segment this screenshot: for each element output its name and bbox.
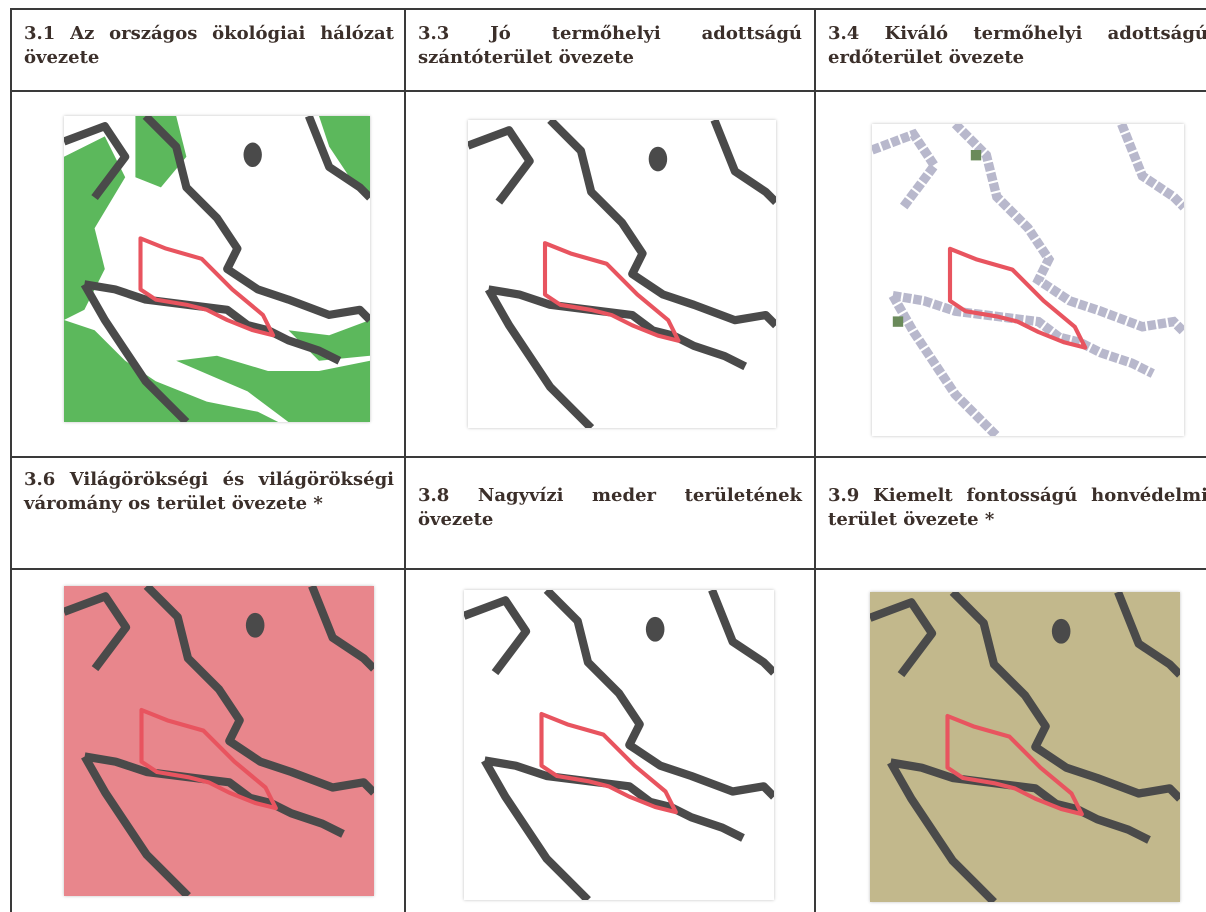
table-border-top: [10, 8, 1206, 10]
caption-3-9: 3.9 Kiemelt fontosságú honvédelmi terüle…: [828, 485, 1206, 530]
caption-3-6: 3.6 Világörökségi és világörökségi várom…: [24, 469, 394, 514]
zone-table: 3.1 Az országos ökológiai hálózat övezet…: [10, 8, 1206, 912]
map-3-4: [872, 124, 1184, 436]
map-3-6: [64, 586, 374, 896]
caption-3-8: 3.8 Nagyvízi meder területének övezete: [418, 485, 802, 530]
caption-3-1: 3.1 Az országos ökológiai hálózat övezet…: [24, 23, 394, 68]
map-3-4-svg: [872, 124, 1184, 436]
caption-3-4: 3.4 Kiváló termőhelyi adottságú erdőterü…: [828, 23, 1206, 68]
map-3-8-svg: [464, 590, 774, 900]
table-divider-2: [814, 8, 816, 912]
table-row-divider-3: [10, 568, 1206, 570]
caption-3-3: 3.3 Jó termőhelyi adottságú szántóterüle…: [418, 23, 802, 68]
map-3-3: [468, 120, 776, 428]
map-3-9-svg: [870, 592, 1180, 902]
map-3-1-svg: [64, 116, 370, 422]
table-row-divider-1: [10, 90, 1206, 92]
table-border-left: [10, 8, 12, 912]
map-3-8: [464, 590, 774, 900]
map-3-3-svg: [468, 120, 776, 428]
map-3-6-svg: [64, 586, 374, 896]
map-3-1: [64, 116, 370, 422]
table-row-divider-2: [10, 456, 1206, 458]
table-divider-1: [404, 8, 406, 912]
map-3-9: [870, 592, 1180, 902]
